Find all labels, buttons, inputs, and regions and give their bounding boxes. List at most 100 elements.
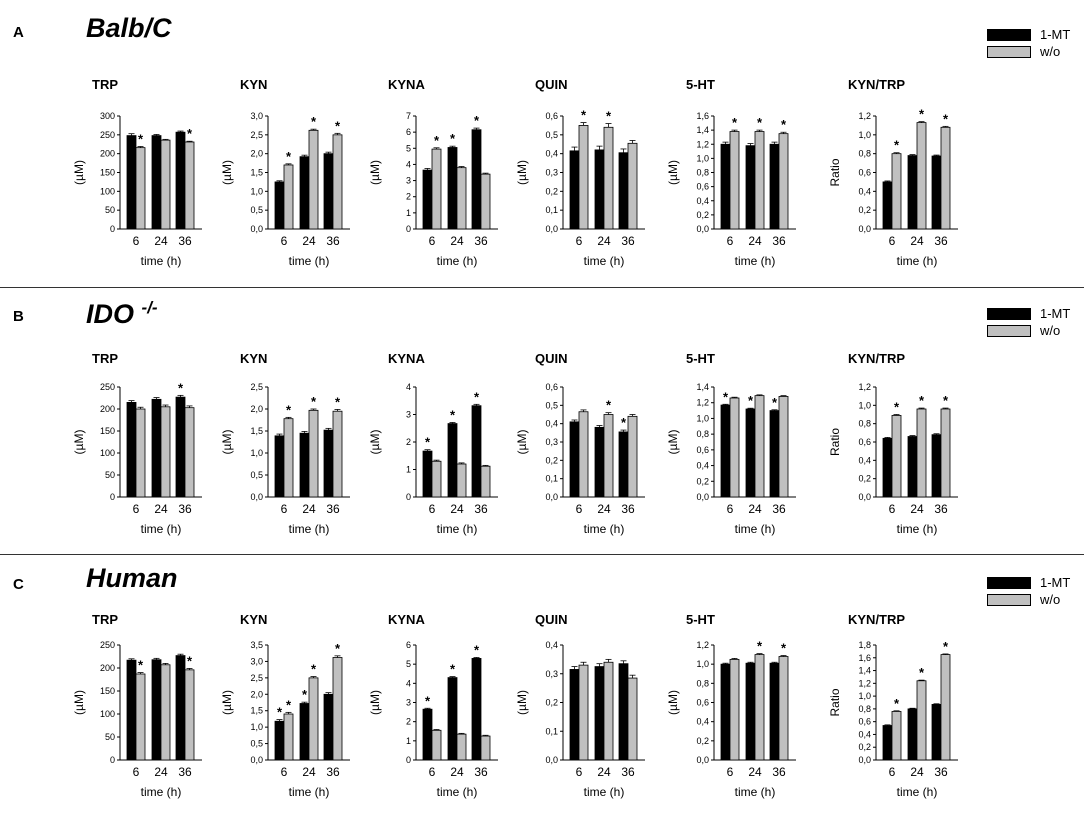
bar-wo <box>283 418 294 498</box>
y-tick-label: 5 <box>406 143 411 153</box>
y-tick-label: 4 <box>406 382 411 392</box>
y-axis-label: (µM) <box>72 160 86 185</box>
bar-1mt <box>175 131 186 230</box>
x-tick-label: 24 <box>748 765 762 779</box>
y-tick-label: 200 <box>100 663 115 673</box>
x-tick-label: 36 <box>772 234 786 248</box>
y-tick-label: 0,4 <box>696 196 709 206</box>
x-tick-label: 36 <box>326 234 340 248</box>
bar-wo <box>578 125 589 230</box>
legend-item-wo: w/o <box>987 323 1084 339</box>
x-tick-label: 36 <box>621 765 635 779</box>
y-axis-label: (µM) <box>666 690 680 715</box>
x-tick-label: 36 <box>178 765 192 779</box>
x-tick-label: 6 <box>727 502 734 516</box>
y-axis-label: (µM) <box>220 430 234 455</box>
bar-1mt <box>569 669 580 761</box>
y-tick-label: 0,6 <box>696 182 709 192</box>
bar-1mt <box>618 663 629 761</box>
x-axis-label: time (h) <box>584 254 625 268</box>
x-axis-label: time (h) <box>141 785 182 799</box>
bar-wo <box>332 134 343 230</box>
x-tick-label: 24 <box>154 765 168 779</box>
bar-1mt <box>447 677 458 761</box>
bar-wo <box>332 657 343 761</box>
significance-star: * <box>781 117 787 132</box>
legend-label-1mt: 1-MT <box>1040 306 1071 321</box>
x-tick-label: 24 <box>302 234 316 248</box>
x-tick-label: 36 <box>772 502 786 516</box>
chart-title: QUIN <box>535 612 568 627</box>
y-tick-label: 0,2 <box>858 474 871 484</box>
chart-title: TRP <box>92 77 118 92</box>
y-tick-label: 2,5 <box>250 382 263 392</box>
y-tick-label: 2,0 <box>250 149 263 159</box>
panel-title-superscript: -/- <box>141 298 158 317</box>
bar-1mt <box>126 135 137 230</box>
bar-1mt <box>323 429 334 498</box>
x-tick-label: 36 <box>178 502 192 516</box>
bar-1mt <box>422 708 433 761</box>
y-axis-label: (µM) <box>666 160 680 185</box>
significance-star: * <box>732 115 738 130</box>
chart-title: TRP <box>92 351 118 366</box>
bar-1mt <box>175 396 186 498</box>
x-tick-label: 6 <box>576 765 583 779</box>
x-tick-label: 24 <box>597 765 611 779</box>
y-tick-label: 0,3 <box>545 669 558 679</box>
significance-star: * <box>723 389 729 404</box>
x-tick-label: 6 <box>429 502 436 516</box>
chart-quin: QUIN 0,0 0,1 0,2 0,3 0,4 (µM) 6 24 36 time (h) <box>515 612 645 799</box>
x-tick-label: 6 <box>727 234 734 248</box>
y-tick-label: 0,1 <box>545 205 558 215</box>
bar-1mt <box>720 143 731 230</box>
chart-title: 5-HT <box>686 351 715 366</box>
x-axis-label: time (h) <box>437 785 478 799</box>
y-tick-label: 5 <box>406 659 411 669</box>
y-tick-label: 2,0 <box>250 689 263 699</box>
x-tick-label: 6 <box>133 234 140 248</box>
y-tick-label: 1,2 <box>696 640 709 650</box>
x-tick-label: 6 <box>281 765 288 779</box>
significance-star: * <box>178 380 184 395</box>
chart-quin: QUIN 0,0 0,1 0,2 0,3 0,4 0,5 0,6 (µM) 6 24 36 * * time… <box>515 77 645 268</box>
y-tick-label: 0,4 <box>858 729 871 739</box>
bar-wo <box>578 411 589 498</box>
x-tick-label: 36 <box>772 765 786 779</box>
y-tick-label: 300 <box>100 111 115 121</box>
bar-1mt <box>323 153 334 230</box>
x-tick-label: 36 <box>621 502 635 516</box>
y-tick-label: 0,1 <box>545 726 558 736</box>
bar-1mt <box>618 431 629 498</box>
y-tick-label: 0,5 <box>250 470 263 480</box>
x-tick-label: 6 <box>133 765 140 779</box>
y-tick-label: 0,0 <box>545 224 558 234</box>
panel-title: IDO -/- <box>86 298 158 330</box>
y-tick-label: 2,5 <box>250 673 263 683</box>
y-axis-label: (µM) <box>515 160 529 185</box>
bar-1mt <box>151 135 162 230</box>
bar-1mt <box>151 398 162 498</box>
bar-1mt <box>594 426 605 498</box>
significance-star: * <box>943 639 949 654</box>
legend-swatch-1mt <box>987 308 1031 320</box>
bar-wo <box>283 164 294 230</box>
y-axis-label: (µM) <box>368 160 382 185</box>
y-tick-label: 0,0 <box>250 224 263 234</box>
y-axis-label: (µM) <box>666 430 680 455</box>
significance-star: * <box>187 653 193 668</box>
panel-title: Human <box>86 563 178 593</box>
y-tick-label: 2 <box>406 437 411 447</box>
bar-1mt <box>720 663 731 761</box>
significance-star: * <box>621 415 627 430</box>
y-tick-label: 0,4 <box>696 461 709 471</box>
significance-star: * <box>919 665 925 680</box>
bar-1mt <box>569 150 580 230</box>
significance-star: * <box>606 109 612 124</box>
x-axis-label: time (h) <box>897 785 938 799</box>
legend-item-1mt: 1-MT <box>987 575 1084 591</box>
y-tick-label: 0,5 <box>545 400 558 410</box>
y-tick-label: 1,5 <box>250 706 263 716</box>
significance-star: * <box>286 697 292 712</box>
y-tick-label: 0,6 <box>696 445 709 455</box>
